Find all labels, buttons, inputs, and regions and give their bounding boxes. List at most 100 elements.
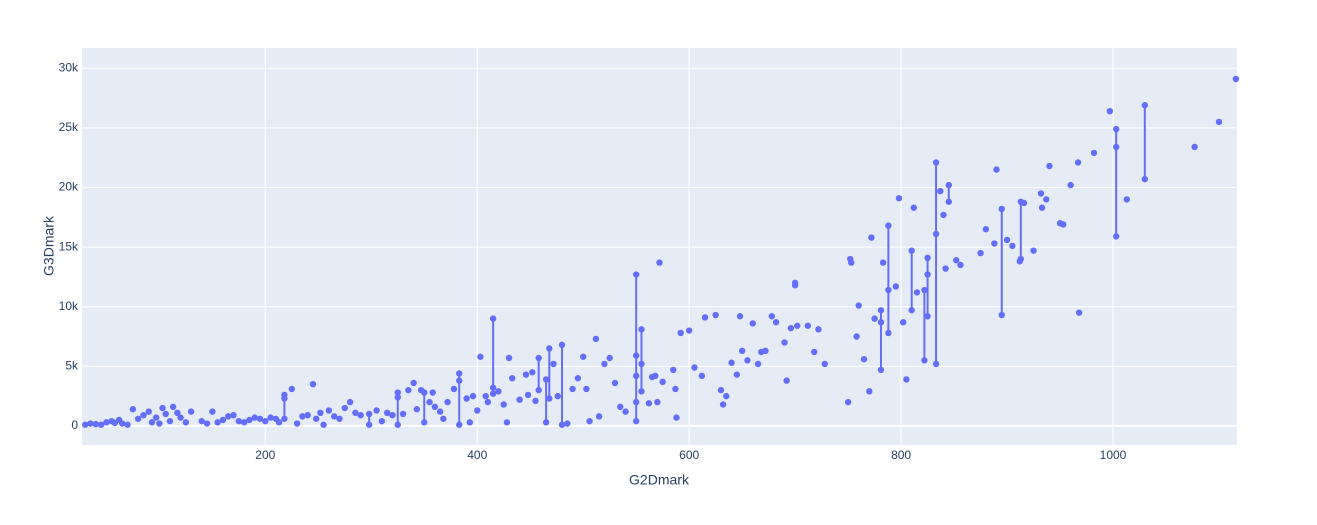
- data-point: [1046, 162, 1053, 170]
- data-point: [821, 360, 829, 368]
- data-point: [952, 257, 960, 264]
- data-point: [529, 369, 536, 376]
- data-point: [586, 417, 593, 425]
- data-point: [645, 400, 653, 407]
- data-point: [580, 353, 587, 360]
- data-point: [1060, 221, 1067, 228]
- data-point: [341, 404, 348, 412]
- data-point: [405, 386, 412, 394]
- x-axis-title: G2Dmark: [629, 472, 690, 488]
- data-point: [811, 348, 818, 356]
- data-point: [791, 282, 799, 289]
- data-point: [685, 327, 693, 334]
- data-point: [92, 420, 99, 428]
- data-point: [489, 390, 497, 397]
- data-point: [484, 398, 492, 406]
- data-point: [982, 226, 990, 233]
- data-point: [103, 419, 110, 426]
- data-point: [281, 415, 288, 422]
- y-tick-label: 25k: [59, 120, 79, 134]
- y-axis-title: G3Dmark: [41, 215, 57, 276]
- data-point: [174, 409, 181, 417]
- data-point: [256, 415, 264, 422]
- data-point: [1106, 107, 1114, 115]
- data-point: [877, 366, 885, 374]
- data-point: [267, 414, 274, 421]
- data-point: [450, 385, 458, 393]
- data-point: [330, 413, 338, 420]
- x-tick-label: 200: [255, 448, 275, 462]
- data-point: [1009, 242, 1016, 250]
- data-point: [230, 411, 237, 419]
- data-point: [522, 371, 530, 378]
- data-point: [632, 372, 640, 380]
- data-point: [654, 398, 661, 406]
- data-point: [145, 408, 152, 415]
- data-point: [275, 419, 283, 426]
- data-point: [728, 359, 735, 366]
- data-point: [879, 259, 887, 266]
- data-point: [516, 396, 523, 403]
- data-point: [240, 419, 248, 426]
- data-point: [1003, 236, 1011, 244]
- data-point: [595, 413, 603, 420]
- data-point: [225, 413, 232, 420]
- data-point: [373, 407, 380, 414]
- data-point: [394, 421, 401, 428]
- data-point: [787, 324, 795, 332]
- x-tick-label: 800: [891, 448, 911, 462]
- data-point: [187, 408, 195, 415]
- data-point: [524, 391, 532, 399]
- data-point: [1017, 255, 1025, 263]
- data-point: [908, 247, 915, 254]
- data-point: [1038, 204, 1046, 211]
- data-point: [535, 354, 542, 362]
- data-point: [198, 417, 205, 425]
- data-point: [945, 198, 952, 205]
- data-point: [749, 320, 756, 327]
- data-point: [717, 386, 725, 394]
- data-point: [159, 404, 166, 412]
- data-point: [444, 398, 451, 406]
- data-point: [677, 329, 684, 337]
- data-point: [505, 354, 513, 362]
- data-point: [924, 271, 931, 278]
- data-point: [670, 366, 677, 374]
- data-point: [853, 333, 860, 340]
- data-point: [977, 249, 984, 257]
- data-point: [877, 319, 885, 326]
- data-point: [129, 406, 137, 413]
- data-point: [638, 326, 645, 333]
- data-point: [622, 408, 629, 415]
- data-point: [336, 415, 343, 422]
- data-point: [262, 417, 269, 425]
- data-point: [251, 414, 258, 421]
- data-point: [583, 385, 590, 393]
- data-point: [413, 406, 421, 413]
- data-point: [542, 376, 550, 383]
- y-tick-label: 30k: [59, 60, 79, 74]
- data-point: [1113, 143, 1120, 151]
- data-point: [736, 313, 744, 320]
- data-point: [281, 395, 288, 402]
- data-point: [733, 371, 741, 378]
- data-point: [844, 398, 852, 406]
- data-point: [320, 421, 327, 428]
- data-point: [900, 319, 907, 326]
- data-point: [495, 388, 502, 395]
- data-point: [719, 401, 727, 408]
- data-point: [638, 360, 645, 368]
- data-point: [762, 347, 769, 355]
- data-point: [885, 286, 892, 294]
- data-point: [804, 322, 812, 329]
- data-point: [87, 420, 94, 427]
- data-point: [466, 419, 474, 426]
- plot-area: [82, 48, 1237, 445]
- data-point: [910, 204, 918, 211]
- data-point: [357, 411, 364, 419]
- data-point: [456, 421, 463, 428]
- data-point: [848, 259, 855, 266]
- data-point: [772, 319, 780, 326]
- y-tick-label: 0: [71, 418, 78, 432]
- y-tick-label: 5k: [65, 358, 79, 372]
